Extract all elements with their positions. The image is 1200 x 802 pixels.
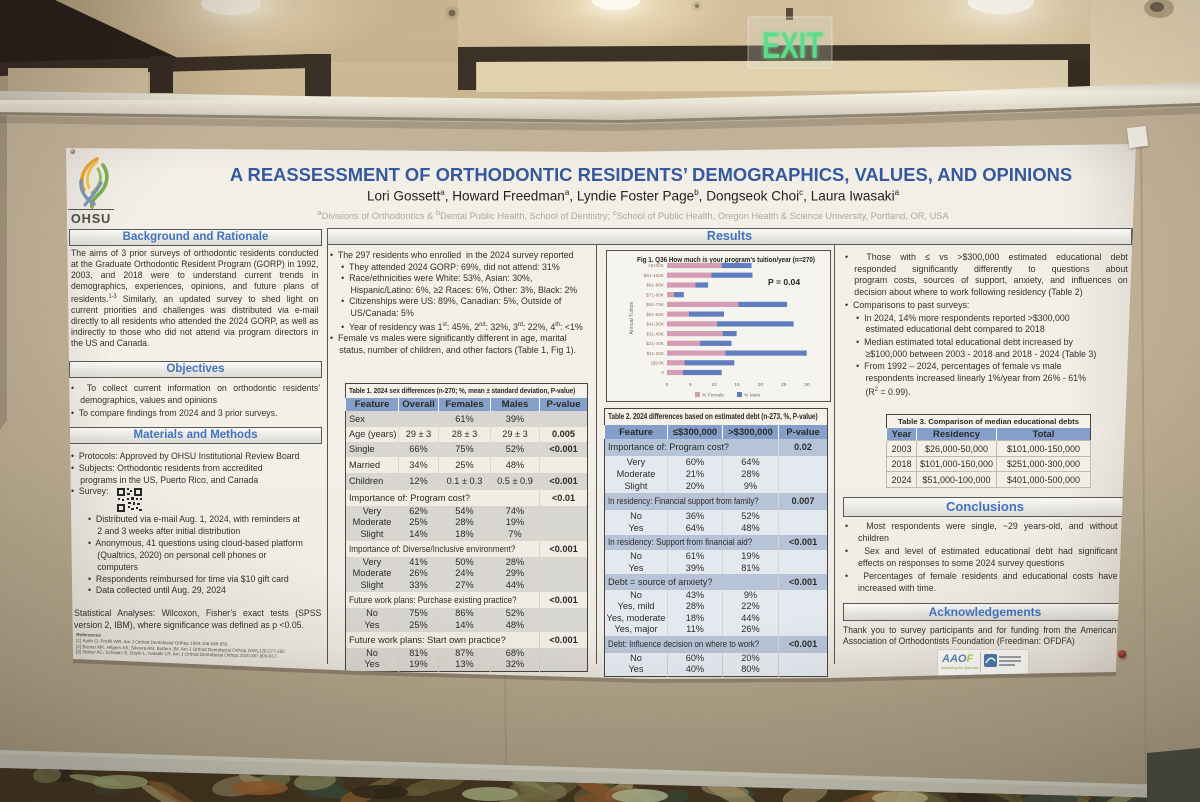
svg-text:$71-80K: $71-80K: [646, 292, 665, 297]
svg-text:$91-100K: $91-100K: [644, 273, 665, 278]
svg-text:15: 15: [734, 382, 740, 388]
svg-text:$31-40K: $31-40K: [646, 331, 665, 336]
svg-text:Fig 1. Q36 How much is your pr: Fig 1. Q36 How much is your program’s tu…: [637, 255, 816, 264]
svg-text:% Male: % Male: [744, 393, 761, 399]
svg-text:$21-30K: $21-30K: [646, 341, 665, 346]
svg-text:$41-50K: $41-50K: [646, 322, 665, 327]
svg-text:>$100K: >$100K: [648, 263, 665, 268]
svg-text:% Female: % Female: [702, 393, 724, 399]
svg-text:5: 5: [689, 382, 692, 388]
svg-text:10: 10: [711, 382, 717, 388]
svg-text:0: 0: [666, 382, 669, 388]
svg-text:P = 0.04: P = 0.04: [768, 277, 800, 287]
svg-text:$81-90K: $81-90K: [646, 283, 665, 288]
svg-text:30: 30: [804, 382, 810, 388]
svg-text:25: 25: [781, 382, 787, 388]
svg-text:EXIT: EXIT: [762, 25, 823, 66]
svg-text:$61-70K: $61-70K: [646, 302, 665, 307]
svg-text:$51-60K: $51-60K: [646, 312, 665, 317]
svg-text:≤$10K: ≤$10K: [650, 361, 664, 366]
svg-text:20: 20: [758, 382, 764, 388]
svg-text:$11-20K: $11-20K: [647, 351, 665, 356]
svg-text:Annual Tuition: Annual Tuition: [629, 301, 635, 334]
svg-text:0: 0: [661, 370, 664, 375]
